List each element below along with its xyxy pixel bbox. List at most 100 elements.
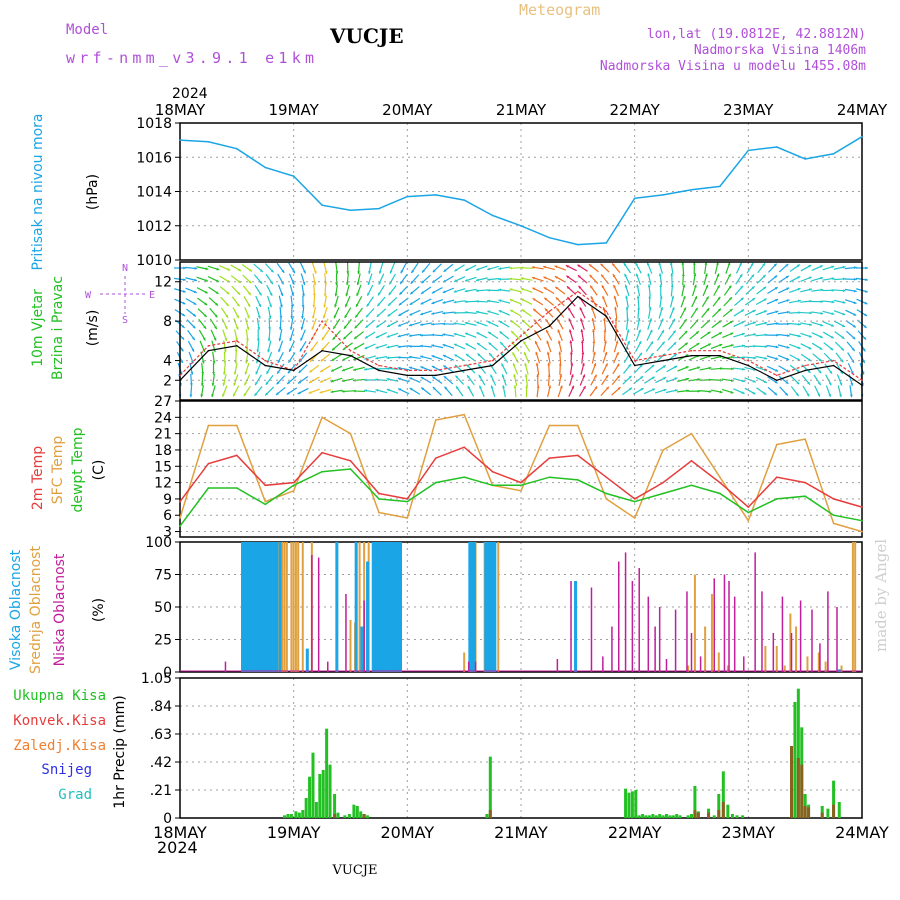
high-cloud-bar <box>470 542 474 672</box>
wind-arrow-head <box>453 300 457 304</box>
wind-arrow-head <box>652 388 656 392</box>
wind-arrow-head <box>692 262 696 265</box>
wind-arrow-head <box>367 281 371 285</box>
wind-arrow-head <box>706 308 710 312</box>
wind-arrow-head <box>741 379 745 383</box>
wind-arrow-head <box>205 278 209 282</box>
wind-arrow-head <box>865 278 868 282</box>
wind-arrow-head <box>269 304 272 308</box>
wind-arrow-head <box>819 346 823 350</box>
wind-arrow-head <box>647 273 651 277</box>
wind-arrow-head <box>660 318 664 322</box>
wind-arrow-head <box>785 264 789 267</box>
low-cloud-bar <box>686 591 688 672</box>
bottom-year-label: 2024 <box>157 838 198 857</box>
total-precip-bar <box>661 815 665 818</box>
wind-arrow-head <box>246 326 250 330</box>
low-cloud-bar <box>224 661 227 672</box>
wind-arrow-head <box>509 288 513 292</box>
pressure-line-point <box>747 149 750 152</box>
wind-gust-line-point <box>264 359 267 362</box>
wind-arrow-head <box>613 284 616 288</box>
wind-arrow-head <box>356 282 360 286</box>
wind-arrow-head <box>718 332 722 335</box>
wind-arrow-head <box>786 299 790 302</box>
wind-arrow-head <box>752 379 756 383</box>
wind-arrow-head <box>674 377 678 381</box>
wind-gust-line-point <box>349 349 352 352</box>
total-precip-bar <box>630 791 634 818</box>
wind-arrow-head <box>290 316 294 319</box>
pressure-ylabel-name: Pritisak na nivou mora <box>30 113 46 270</box>
wind-arrow-head <box>605 375 609 379</box>
wind-arrow-head <box>851 348 855 352</box>
wind-arrow-head <box>809 323 812 327</box>
wind-arrow-head <box>442 322 446 326</box>
wind-arrow-head <box>764 310 767 313</box>
wind-arrow-head <box>189 383 193 386</box>
convective-precip-bar <box>693 810 697 818</box>
high-cloud-bar <box>266 542 270 672</box>
wind-arrow-head <box>324 282 328 286</box>
wind-arrow-head <box>475 310 479 314</box>
wind-arrow-head <box>431 333 434 337</box>
wind-arrow-head <box>863 325 867 328</box>
wind-arrow-head <box>308 391 312 394</box>
wind-gust-line-point <box>548 310 551 313</box>
wind-gust-line-point <box>633 359 636 362</box>
wind-arrow-head <box>203 314 207 317</box>
wind-arrow-head <box>512 363 516 367</box>
precip-ytick-label: .21 <box>150 783 172 799</box>
wind-arrow-head <box>443 365 447 369</box>
low-cloud-bar <box>570 581 572 672</box>
precip-frame <box>179 677 863 819</box>
wind-arrow-head <box>593 363 597 367</box>
high-cloud-bar <box>380 542 384 672</box>
total-precip-bar <box>634 790 638 818</box>
wind-gust-line-point <box>861 379 863 382</box>
wind-arrow-head <box>650 341 653 345</box>
wind-arrow-head <box>806 393 810 397</box>
wind-arrow-head <box>319 390 323 394</box>
wind-arrow-head <box>190 371 194 375</box>
wind-arrow-head <box>211 383 215 386</box>
top-time-label: 24MAY <box>837 101 888 119</box>
model-elevation-text: Nadmorska Visina u modelu 1455.08m <box>600 59 866 74</box>
high-cloud-bar <box>354 542 358 672</box>
wind-arrow-head <box>398 388 402 392</box>
temp2m-line-point <box>520 481 522 484</box>
wind-arrow-head <box>731 367 734 371</box>
total-precip-bar <box>328 764 332 818</box>
total-precip-bar <box>325 728 329 818</box>
wind-arrow-head <box>625 306 629 310</box>
wind-arrow-head <box>520 277 524 280</box>
wind-arrow-head <box>795 393 799 396</box>
wind-arrow-head <box>865 266 868 270</box>
wind-arrow-head <box>681 262 685 265</box>
wind-arrow-head <box>764 333 768 337</box>
total-precip-bar <box>352 804 356 818</box>
wind-arrow-head <box>248 292 251 296</box>
low-cloud-bar <box>467 661 470 672</box>
low-cloud-bar <box>658 607 661 672</box>
wind-arrow-head <box>397 334 401 338</box>
temp2m-line-point <box>633 498 636 500</box>
temp-ytick-label: 21 <box>154 427 172 443</box>
wind-arrow-head <box>594 374 597 378</box>
wind-arrow-head <box>660 307 664 310</box>
wind-arrow-head <box>820 288 824 292</box>
wind-arrow-head <box>330 379 334 383</box>
wind-arrow-head <box>511 330 515 334</box>
wind-arrow-head <box>375 388 379 392</box>
wind-arrow-head <box>442 311 446 315</box>
wind-arrow-head <box>818 370 822 374</box>
wind-arrow-head <box>670 284 674 288</box>
wind-arrow-head <box>817 382 821 385</box>
wind-arrow-head <box>828 393 831 397</box>
total-precip-bar <box>304 798 308 818</box>
wind-arrow-head <box>215 291 219 294</box>
wind-arrow-head <box>547 374 551 377</box>
wind-arrow-head <box>708 390 712 393</box>
wind-arrow-head <box>237 291 241 295</box>
elevation-text: Nadmorska Visina 1406m <box>694 43 866 58</box>
